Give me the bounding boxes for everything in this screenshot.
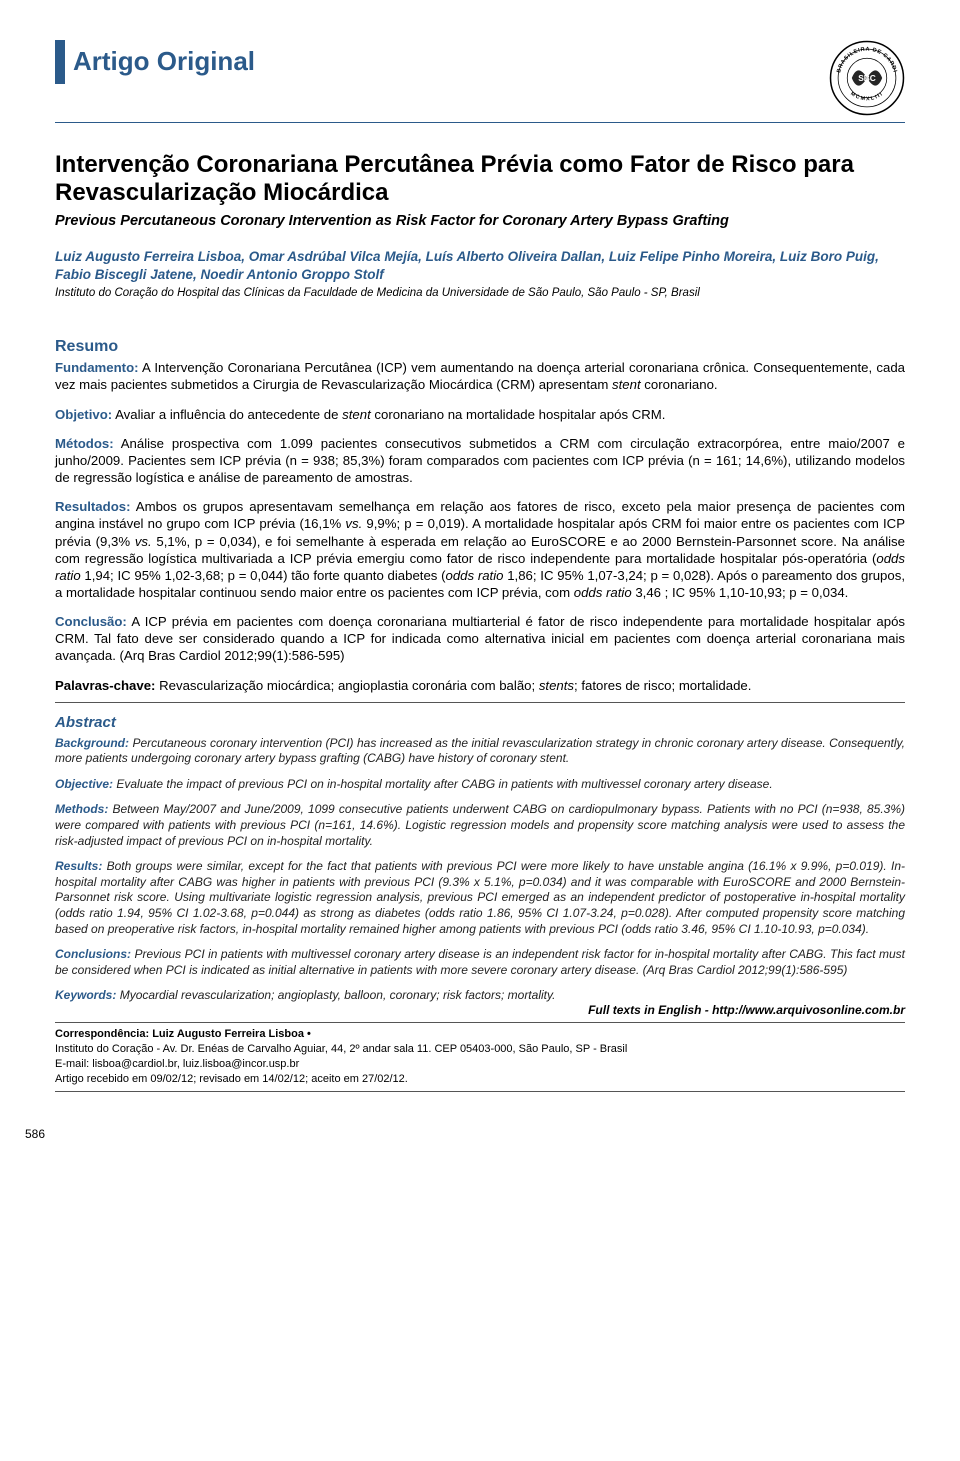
keywords-label: Keywords:	[55, 988, 116, 1002]
background-text: Percutaneous coronary intervention (PCI)…	[55, 736, 905, 766]
correspondence-dates: Artigo recebido em 09/02/12; revisado em…	[55, 1073, 408, 1085]
fundamento-text: A Intervenção Coronariana Percutânea (IC…	[55, 360, 905, 392]
svg-text:MCMXLIII: MCMXLIII	[849, 91, 885, 103]
conclusions-label: Conclusions:	[55, 947, 131, 961]
seal-year-text: MCMXLIII	[849, 91, 885, 103]
objetivo-label: Objetivo:	[55, 407, 112, 422]
section-label-text: Artigo Original	[73, 44, 255, 79]
affiliation: Instituto do Coração do Hospital das Clí…	[55, 286, 905, 302]
page-number: 586	[25, 1126, 905, 1142]
article-title-en: Previous Percutaneous Coronary Intervent…	[55, 212, 905, 232]
metodos-text: Análise prospectiva com 1.099 pacientes …	[55, 436, 905, 485]
fulltext-note: Full texts in English - http://www.arqui…	[55, 1002, 905, 1018]
resumo-conclusao: Conclusão: A ICP prévia em pacientes com…	[55, 613, 905, 664]
authors-list: Luiz Augusto Ferreira Lisboa, Omar Asdrú…	[55, 248, 905, 284]
correspondence-block: Correspondência: Luiz Augusto Ferreira L…	[55, 1027, 905, 1086]
resumo-objetivo: Objetivo: Avaliar a influência do antece…	[55, 406, 905, 423]
society-seal-icon: BRASILEIRA DE CARDI MCMXLIII SBC	[829, 40, 905, 116]
conclusions-text: Previous PCI in patients with multivesse…	[55, 947, 905, 977]
resumo-heading: Resumo	[55, 336, 905, 358]
results-label: Results:	[55, 859, 102, 873]
abstract-heading: Abstract	[55, 713, 905, 733]
correspondence-address: Instituto do Coração - Av. Dr. Enéas de …	[55, 1043, 627, 1055]
seal-top-text: BRASILEIRA DE CARDI	[836, 47, 898, 74]
abstract-results: Results: Both groups were similar, excep…	[55, 859, 905, 937]
objective-label: Objective:	[55, 777, 113, 791]
methods-label: Methods:	[55, 802, 108, 816]
methods-text: Between May/2007 and June/2009, 1099 con…	[55, 802, 905, 847]
section-label: Artigo Original	[55, 40, 255, 84]
resumo-metodos: Métodos: Análise prospectiva com 1.099 p…	[55, 435, 905, 486]
conclusao-text: A ICP prévia em pacientes com doença cor…	[55, 614, 905, 663]
resultados-label: Resultados:	[55, 499, 130, 514]
resumo-resultados: Resultados: Ambos os grupos apresentavam…	[55, 498, 905, 601]
objetivo-text: Avaliar a influência do antecedente de s…	[112, 407, 665, 422]
correspondence-email: E-mail: lisboa@cardiol.br, luiz.lisboa@i…	[55, 1058, 299, 1070]
correspondence-label: Correspondência:	[55, 1028, 152, 1040]
correspondence-name: Luiz Augusto Ferreira Lisboa •	[152, 1028, 311, 1040]
metodos-label: Métodos:	[55, 436, 114, 451]
header-row: Artigo Original BRASILEIRA DE CARDI MCMX…	[55, 40, 905, 116]
palavras-label: Palavras-chave:	[55, 678, 155, 693]
fundamento-label: Fundamento:	[55, 360, 139, 375]
palavras-chave: Palavras-chave: Revascularização miocárd…	[55, 677, 905, 695]
divider-rule-1	[55, 702, 905, 703]
resultados-text: Ambos os grupos apresentavam semelhança …	[55, 499, 905, 600]
palavras-text: Revascularização miocárdica; angioplasti…	[155, 678, 751, 693]
keywords-text: Myocardial revascularization; angioplast…	[116, 988, 555, 1002]
abstract-conclusions: Conclusions: Previous PCI in patients wi…	[55, 947, 905, 978]
abstract-background: Background: Percutaneous coronary interv…	[55, 736, 905, 767]
abstract-objective: Objective: Evaluate the impact of previo…	[55, 777, 905, 793]
article-title-pt: Intervenção Coronariana Percutânea Prévi…	[55, 151, 905, 206]
svg-text:BRASILEIRA DE CARDI: BRASILEIRA DE CARDI	[836, 47, 898, 74]
background-label: Background:	[55, 736, 129, 750]
correspondence-rule-top	[55, 1022, 905, 1023]
section-accent-bar	[55, 40, 65, 84]
header-rule	[55, 122, 905, 123]
correspondence-rule-bottom	[55, 1091, 905, 1092]
resumo-fundamento: Fundamento: A Intervenção Coronariana Pe…	[55, 359, 905, 393]
results-text: Both groups were similar, except for the…	[55, 859, 905, 935]
conclusao-label: Conclusão:	[55, 614, 127, 629]
seal-center-text: SBC	[858, 73, 876, 83]
objective-text: Evaluate the impact of previous PCI on i…	[113, 777, 773, 791]
abstract-methods: Methods: Between May/2007 and June/2009,…	[55, 802, 905, 849]
